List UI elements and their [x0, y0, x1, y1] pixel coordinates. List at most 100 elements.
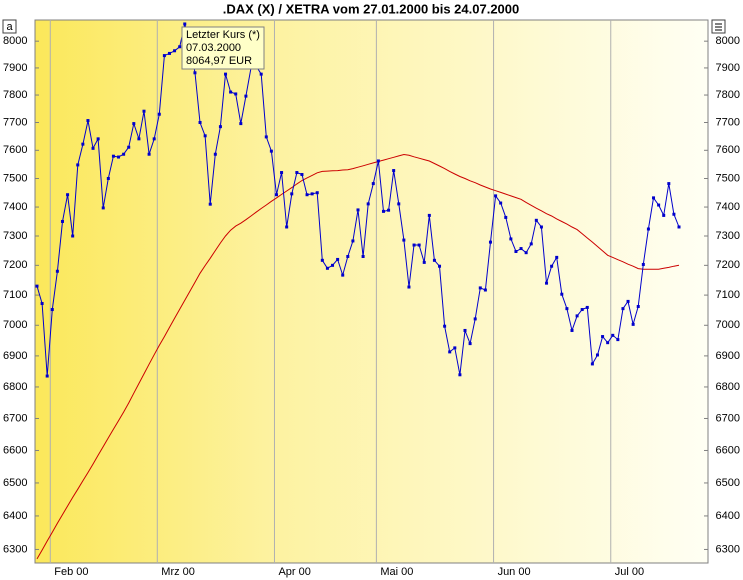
series-line: [36, 153, 680, 560]
point: [290, 192, 294, 196]
point: [575, 314, 579, 318]
point: [137, 137, 141, 141]
x-tick-label: Mai 00: [380, 566, 413, 578]
point: [458, 373, 462, 377]
point: [483, 288, 487, 292]
point: [336, 257, 340, 261]
y-tick-label: 6300: [3, 543, 27, 555]
point: [244, 94, 248, 98]
point: [274, 193, 278, 197]
x-tick-label: Feb 00: [54, 566, 88, 578]
point: [565, 307, 569, 311]
menu-button[interactable]: [711, 19, 726, 34]
point: [601, 335, 605, 339]
y-tick-label: 7500: [3, 172, 27, 184]
point: [132, 122, 136, 126]
point: [341, 273, 345, 277]
point: [295, 171, 299, 175]
point: [315, 191, 319, 195]
tooltip: Letzter Kurs (*) 07.03.2000 8064,97 EUR: [181, 26, 265, 70]
point: [178, 45, 182, 49]
point: [351, 239, 355, 243]
point: [280, 171, 284, 175]
point: [631, 322, 635, 326]
corner-button-label[interactable]: a: [6, 21, 13, 33]
plot-area: [34, 19, 709, 564]
point: [667, 182, 671, 186]
point: [636, 305, 640, 309]
point: [585, 305, 589, 309]
point: [657, 203, 661, 207]
point: [310, 192, 314, 196]
point: [91, 146, 95, 150]
point: [616, 338, 620, 342]
point: [224, 72, 228, 76]
point: [203, 134, 207, 138]
point: [183, 22, 187, 26]
point: [453, 346, 457, 350]
point: [35, 284, 39, 288]
y-tick-label: 7600: [3, 144, 27, 156]
point: [422, 260, 426, 264]
tooltip-line: 8064,97 EUR: [186, 55, 252, 67]
y-tick-label: 6700: [3, 412, 27, 424]
x-tick-label: Apr 00: [278, 566, 310, 578]
point: [40, 302, 44, 306]
y-tick-label: 6800: [3, 381, 27, 393]
y-tick-label: 7700: [3, 116, 27, 128]
chart-title: .DAX (X) / XETRA vom 27.01.2000 bis 24.0…: [223, 1, 520, 16]
point: [392, 169, 396, 173]
corner-button[interactable]: [2, 19, 17, 34]
point: [361, 254, 365, 258]
point: [580, 308, 584, 312]
point: [101, 206, 105, 210]
point: [81, 142, 85, 146]
point: [652, 196, 656, 200]
y2-tick-label: 6400: [716, 510, 740, 522]
point: [60, 219, 64, 223]
point: [264, 135, 268, 139]
point: [509, 237, 513, 241]
point: [443, 324, 447, 328]
point: [478, 286, 482, 290]
y-tick-label: 7200: [3, 259, 27, 271]
y2-tick-label: 6900: [716, 350, 740, 362]
point: [672, 212, 676, 216]
y2-tick-label: 6700: [716, 412, 740, 424]
point: [560, 292, 564, 296]
y2-tick-label: 6500: [716, 477, 740, 489]
point: [412, 243, 416, 247]
y2-tick-label: 7900: [716, 62, 740, 74]
point: [545, 281, 549, 285]
point: [407, 285, 411, 289]
point: [111, 154, 115, 158]
y2-tick-label: 6300: [716, 543, 740, 555]
y2-tick-label: 7600: [716, 144, 740, 156]
point: [45, 374, 49, 378]
point: [193, 71, 197, 75]
point: [173, 49, 177, 53]
point: [320, 258, 324, 262]
y-tick-label: 6400: [3, 510, 27, 522]
y2-tick-label: 8000: [716, 35, 740, 47]
point: [646, 227, 650, 231]
point: [376, 159, 380, 163]
point: [305, 193, 309, 197]
point: [555, 255, 559, 259]
point: [432, 258, 436, 262]
y-tick-label: 7400: [3, 201, 27, 213]
point: [106, 176, 110, 180]
point: [595, 353, 599, 357]
x-tick-label: Mrz 00: [161, 566, 195, 578]
y2-tick-label: 7100: [716, 289, 740, 301]
point: [127, 145, 131, 149]
tooltip-line: 07.03.2000: [186, 42, 241, 54]
y2-tick-label: 6800: [716, 381, 740, 393]
y2-tick-label: 7300: [716, 230, 740, 242]
point: [448, 350, 452, 354]
point: [162, 54, 166, 58]
point: [55, 269, 59, 273]
point: [213, 152, 217, 156]
point: [641, 262, 645, 266]
